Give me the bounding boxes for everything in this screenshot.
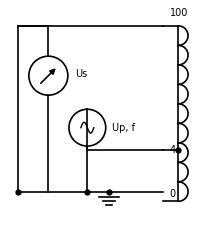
Text: Up, f: Up, f (112, 123, 135, 133)
Text: 4: 4 (170, 145, 176, 155)
Text: 0: 0 (170, 189, 176, 199)
Text: 100: 100 (170, 8, 188, 18)
Text: Us: Us (75, 69, 88, 79)
